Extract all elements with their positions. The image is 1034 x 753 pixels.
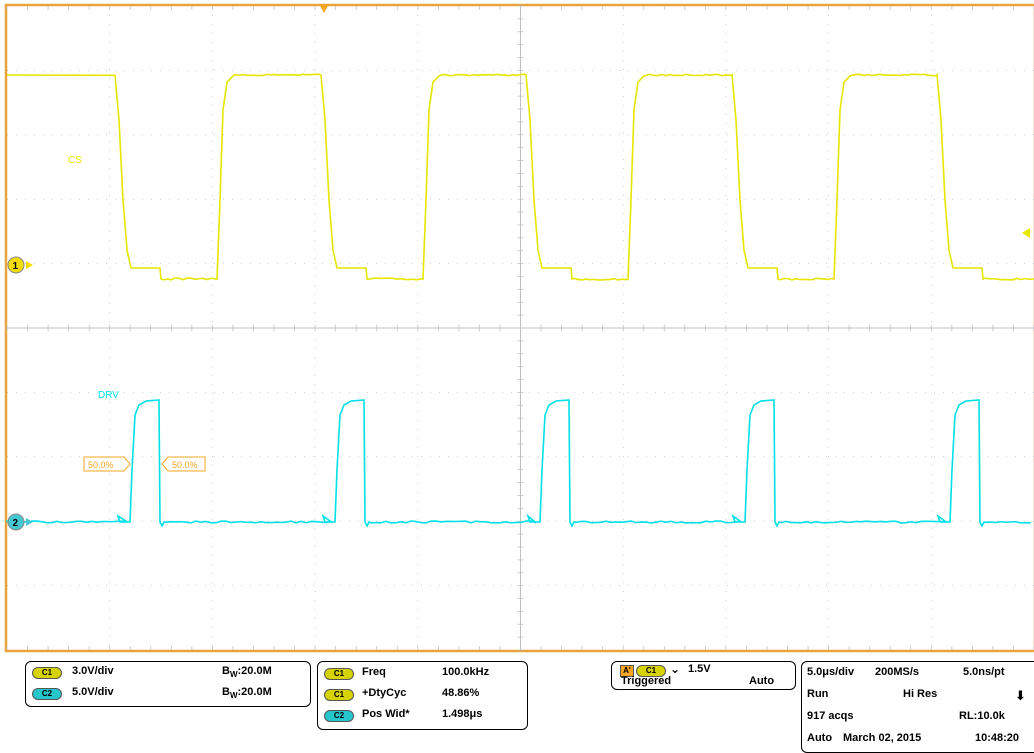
vertical-settings-panel[interactable]: C1 3.0V/div BW:20.0M C2 5.0V/div BW:20.0… [25,661,311,707]
ch2-marker-label: 2 [13,518,19,529]
run-state: Run [807,688,828,700]
ch2-ground-marker[interactable]: 2 [8,514,33,530]
c1-volts-per-div: 3.0V/div [72,665,114,677]
ch2-waveform [7,400,1031,526]
measurement-2-badge: C1 [324,689,354,701]
graticule-grid [6,5,1034,651]
cursor-right-label: 50.0% [172,460,198,470]
capture-time: 10:48:20 [975,732,1019,744]
waveform-canvas: CS DRV 50.0% 50.0% 1 2 [0,0,1034,655]
c1-bandwidth: BW:20.0M [222,665,272,679]
ch1-waveform-label: CS [68,155,82,166]
trigger-auto-mode: Auto [807,732,832,744]
acquisition-panel[interactable]: 5.0μs/div 200MS/s 5.0ns/pt Run Hi Res ⬇ … [801,661,1034,753]
c1-badge: C1 [32,667,62,679]
cursor-left-label: 50.0% [88,460,114,470]
measurement-3-badge: C2 [324,710,354,722]
cursor-left-flag[interactable]: 50.0% [84,457,130,471]
ch2-waveform-label: DRV [98,390,119,401]
measurement-2-value: 48.86% [442,687,479,699]
measurement-2-name: +DtyCyc [362,687,406,699]
measurement-1-value: 100.0kHz [442,666,489,678]
time-per-div: 5.0μs/div [807,666,854,678]
cursor-right-flag[interactable]: 50.0% [162,457,205,471]
trigger-panel[interactable]: A' C1 ⌄ 1.5V Triggered Auto [611,661,796,690]
oscilloscope-display: CS DRV 50.0% 50.0% 1 2 [0,0,1034,655]
time-per-point: 5.0ns/pt [963,666,1005,678]
measurement-3-name: Pos Wid* [362,708,410,720]
ch1-ground-marker[interactable]: 1 [8,257,33,273]
measurement-1-name: Freq [362,666,386,678]
c2-badge: C2 [32,688,62,700]
ch1-marker-label: 1 [13,261,19,272]
measurements-panel[interactable]: C1 Freq 100.0kHz C1 +DtyCyc 48.86% C2 Po… [317,661,528,730]
c2-volts-per-div: 5.0V/div [72,686,114,698]
record-length: RL:10.0k [959,710,1005,722]
capture-date: March 02, 2015 [843,732,921,744]
measurement-3-value: 1.498μs [442,708,482,720]
measurement-1-badge: C1 [324,668,354,680]
acquisition-count: 917 acqs [807,710,853,722]
trigger-state: Triggered [621,675,671,687]
c2-bandwidth: BW:20.0M [222,686,272,700]
trigger-level: 1.5V [688,663,711,675]
acquisition-mode: Hi Res [903,688,937,700]
sample-rate: 200MS/s [875,666,919,678]
trigger-slope-icon: ⌄ [670,662,680,676]
trigger-position-marker [319,4,329,13]
download-arrow-icon: ⬇ [1015,688,1026,704]
trigger-level-marker [1022,228,1030,238]
trigger-mode: Auto [749,675,774,687]
